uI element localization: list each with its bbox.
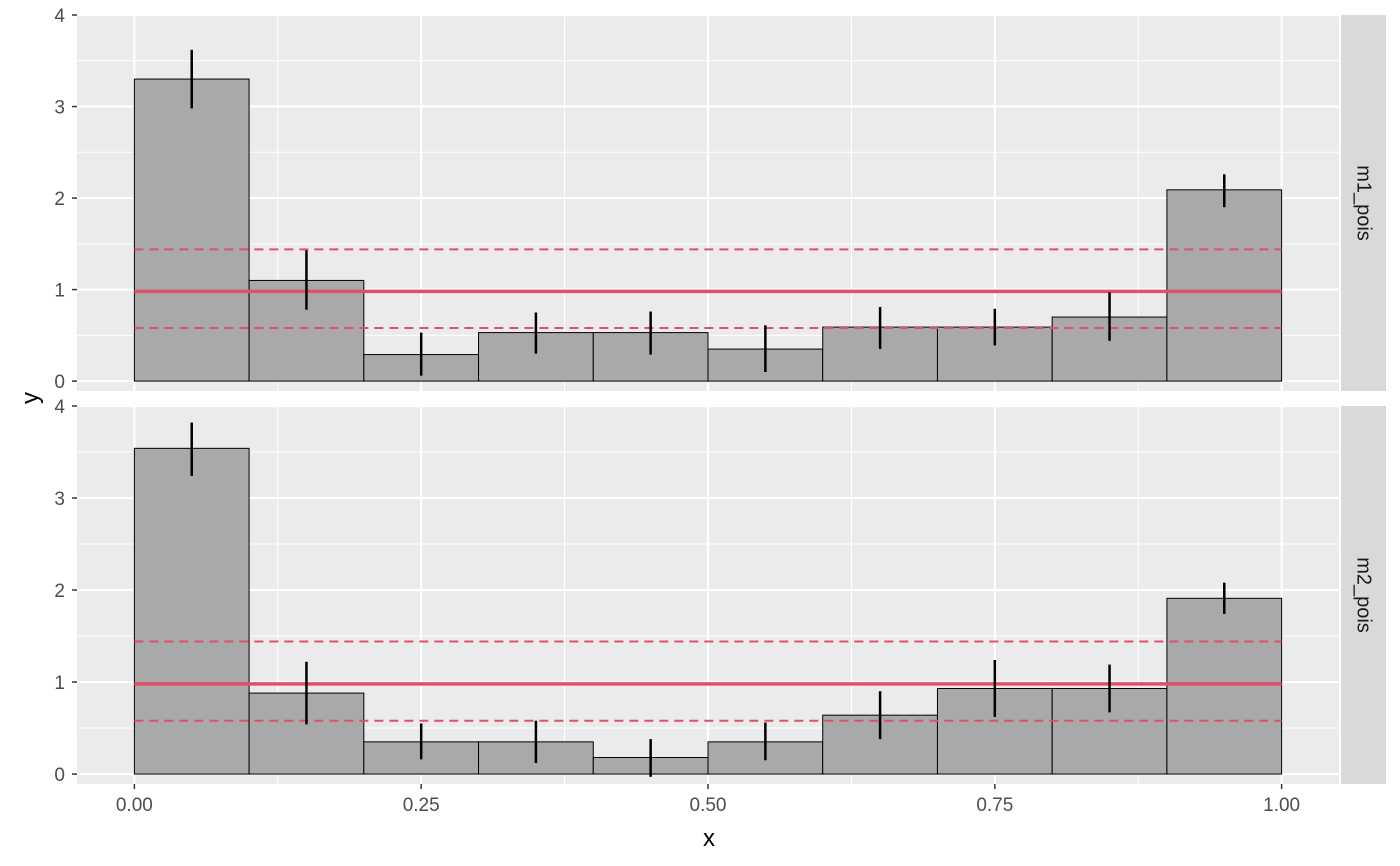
y-tick-label: 1 xyxy=(54,673,65,694)
y-tick-label: 0 xyxy=(54,765,65,786)
x-tick-label: 0.50 xyxy=(690,795,727,816)
y-tick-label: 4 xyxy=(54,6,65,27)
y-tick-label: 2 xyxy=(54,581,65,602)
bar xyxy=(1166,597,1283,775)
panels-layer: 0 1 2 3 4 m1_pois 0 1 2 3 4 m2_pois xyxy=(54,6,1386,786)
x-tick-label: 0.00 xyxy=(116,795,153,816)
x-tick-label: 0.75 xyxy=(976,795,1013,816)
y-tick-label: 2 xyxy=(54,189,65,210)
bar xyxy=(248,279,365,382)
x-axis: 0.00 0.25 0.50 0.75 1.00 xyxy=(116,784,1300,816)
facet-strip-label: m1_pois xyxy=(1353,165,1375,241)
bar xyxy=(133,78,250,382)
panel-m2_pois: 0 1 2 3 4 m2_pois xyxy=(54,397,1386,786)
y-tick-label: 3 xyxy=(54,98,65,119)
bar xyxy=(1166,189,1283,382)
y-axis-title: y xyxy=(17,392,44,404)
panel-m1_pois: 0 1 2 3 4 m1_pois xyxy=(54,6,1386,393)
y-tick-label: 3 xyxy=(54,489,65,510)
y-tick-label: 0 xyxy=(54,372,65,393)
x-tick-label: 1.00 xyxy=(1263,795,1300,816)
x-tick-label: 0.25 xyxy=(403,795,440,816)
x-axis-title: x xyxy=(703,825,715,852)
y-tick-label: 4 xyxy=(54,397,65,418)
bar xyxy=(133,447,250,775)
facet-strip xyxy=(1341,406,1386,784)
facet-strip-label: m2_pois xyxy=(1353,557,1375,633)
y-tick-label: 1 xyxy=(54,281,65,302)
facet-strip xyxy=(1341,15,1386,391)
